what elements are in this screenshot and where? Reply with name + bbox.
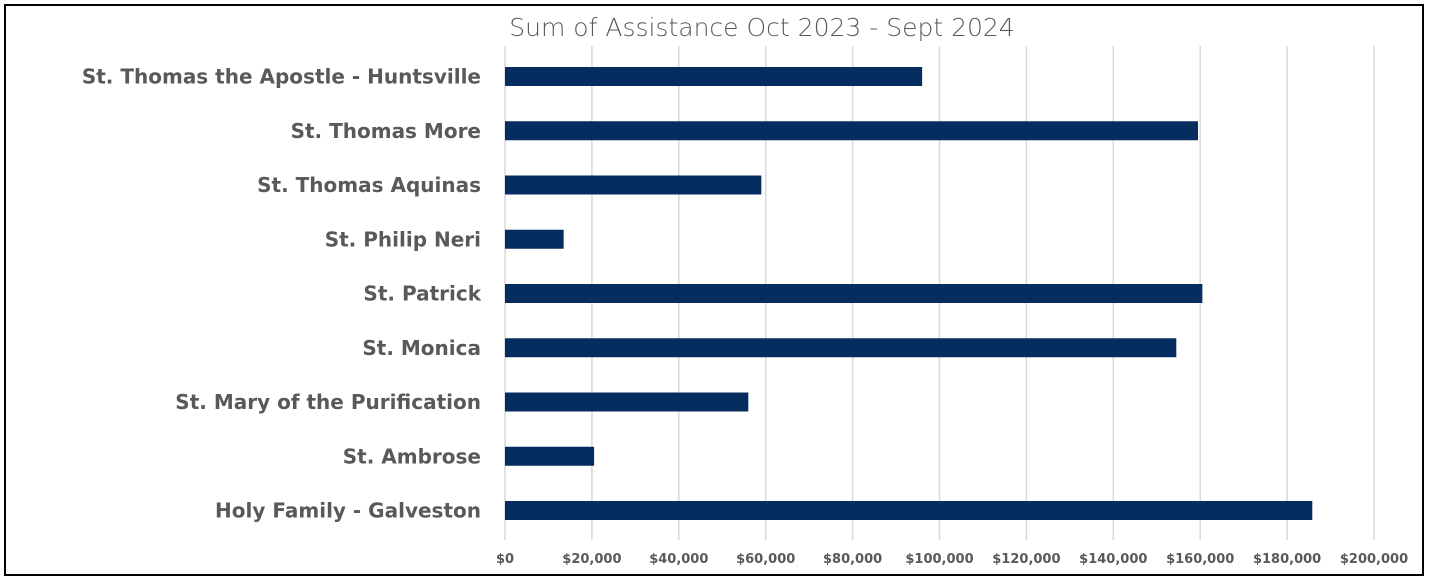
- bar: [505, 392, 749, 412]
- category-label: St. Thomas More: [291, 119, 481, 143]
- x-tick-label: $140,000: [1079, 552, 1147, 567]
- category-label: St. Philip Neri: [325, 227, 481, 251]
- x-tick-label: $0: [496, 552, 514, 567]
- bar: [505, 121, 1199, 141]
- x-tick-label: $80,000: [823, 552, 882, 567]
- x-tick-label: $20,000: [562, 552, 621, 567]
- category-label: St. Mary of the Purification: [175, 390, 481, 414]
- bars: [505, 67, 1313, 520]
- x-tick-label: $40,000: [649, 552, 708, 567]
- x-tick-label: $60,000: [736, 552, 795, 567]
- x-tick-label: $100,000: [905, 552, 973, 567]
- bar: [505, 229, 564, 249]
- x-tick-label: $200,000: [1340, 552, 1408, 567]
- category-labels: St. Thomas the Apostle - Huntsville St. T…: [82, 65, 482, 523]
- category-label: St. Thomas Aquinas: [257, 173, 481, 197]
- x-tick-label: $180,000: [1253, 552, 1321, 567]
- x-tick-label: $160,000: [1166, 552, 1234, 567]
- category-label: St. Ambrose: [343, 444, 481, 468]
- bar: [505, 175, 762, 195]
- category-label: St. Monica: [362, 336, 481, 360]
- x-tick-label: $120,000: [992, 552, 1060, 567]
- bar: [505, 501, 1313, 520]
- chart-title: Sum of Assistance Oct 2023 - Sept 2024: [509, 13, 1014, 42]
- x-tick-labels: $0 $20,000 $40,000 $60,000 $80,000 $100,000 $1…: [496, 552, 1408, 567]
- bar: [505, 446, 595, 466]
- bar: [505, 67, 923, 86]
- bar: [505, 284, 1203, 303]
- bar: [505, 338, 1177, 358]
- category-label: Holy Family - Galveston: [215, 499, 481, 523]
- category-label: St. Patrick: [363, 282, 481, 306]
- category-label: St. Thomas the Apostle - Huntsville: [82, 65, 481, 89]
